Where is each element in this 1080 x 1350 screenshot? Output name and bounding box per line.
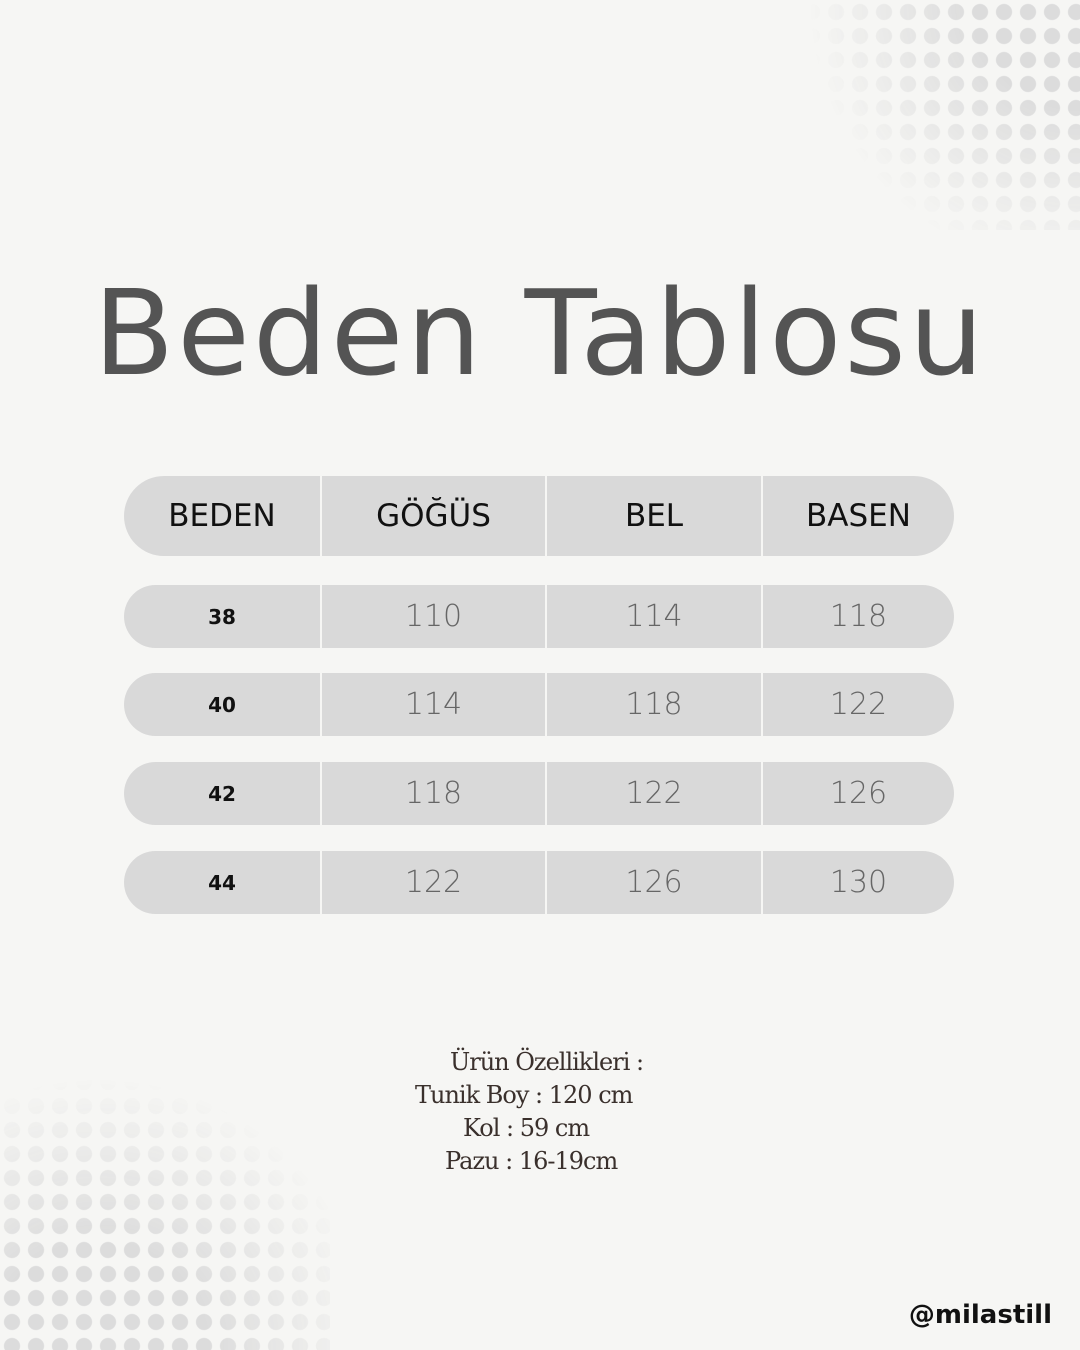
table-row: 44 122 126 130 xyxy=(124,851,954,914)
spec-line: Pazu : 16-19cm xyxy=(445,1147,618,1175)
size-cell: 44 xyxy=(124,851,322,914)
bel-cell: 118 xyxy=(547,673,763,736)
table-row: 38 110 114 118 xyxy=(124,585,954,648)
gogus-cell: 118 xyxy=(322,762,547,825)
spec-line: Kol : 59 cm xyxy=(463,1114,590,1142)
brand-handle: @milastill xyxy=(908,1300,1052,1330)
gogus-cell: 110 xyxy=(322,585,547,648)
dot-pattern-top-right xyxy=(800,0,1080,230)
dot-pattern-bottom-left xyxy=(0,1070,330,1350)
table-row: 40 114 118 122 xyxy=(124,673,954,736)
table-row: 42 118 122 126 xyxy=(124,762,954,825)
basen-cell: 118 xyxy=(829,599,888,634)
bel-cell: 114 xyxy=(547,585,763,648)
spec-line: Tunik Boy : 120 cm xyxy=(415,1081,633,1109)
header-beden: BEDEN xyxy=(124,476,322,556)
gogus-cell: 122 xyxy=(322,851,547,914)
header-gogus: GÖĞÜS xyxy=(322,476,547,556)
size-cell: 38 xyxy=(124,585,322,648)
bel-cell: 126 xyxy=(547,851,763,914)
size-cell: 40 xyxy=(124,673,322,736)
size-cell: 42 xyxy=(124,762,322,825)
basen-cell: 126 xyxy=(829,776,888,811)
header-bel: BEL xyxy=(547,476,763,556)
header-basen: BASEN xyxy=(806,498,911,534)
gogus-cell: 114 xyxy=(322,673,547,736)
page-title: Beden Tablosu xyxy=(93,264,987,403)
bel-cell: 122 xyxy=(547,762,763,825)
specs-heading: Ürün Özellikleri : xyxy=(450,1048,644,1076)
basen-cell: 122 xyxy=(829,687,888,722)
table-header: BEDEN GÖĞÜS BEL BASEN xyxy=(124,476,954,556)
basen-cell: 130 xyxy=(829,865,888,900)
